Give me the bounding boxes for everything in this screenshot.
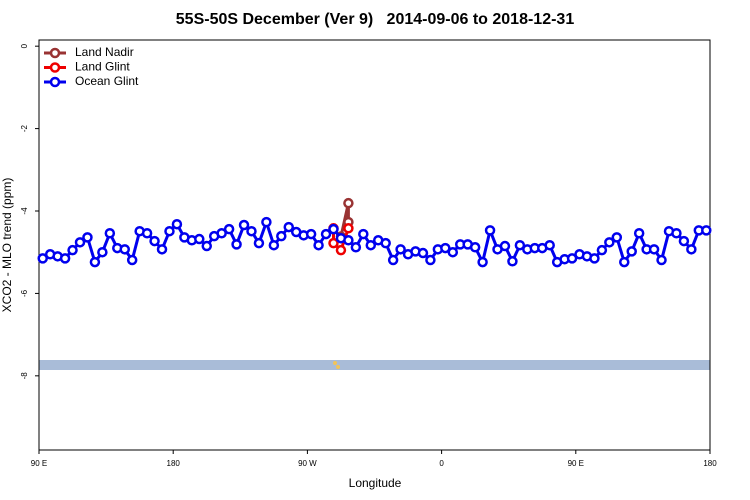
point <box>141 228 153 239</box>
point <box>589 253 600 264</box>
point <box>67 244 78 256</box>
point <box>544 239 555 251</box>
point <box>566 253 578 264</box>
point <box>119 244 130 255</box>
point <box>104 228 116 239</box>
point <box>358 228 369 240</box>
point <box>686 244 697 255</box>
y-tick-label: -2 <box>20 124 29 132</box>
point <box>343 197 354 209</box>
x-tick-label: 0 <box>439 459 444 468</box>
y-tick-label: -8 <box>20 372 29 380</box>
chart-title: 55S-50S December (Ver 9) 2014-09-06 to 2… <box>176 11 575 28</box>
point <box>59 253 71 264</box>
legend-label: Land Nadir <box>75 45 134 59</box>
x-tick-label: 180 <box>703 459 717 468</box>
point <box>469 242 481 253</box>
point <box>74 237 86 248</box>
y-axis-label: XCO2 - MLO trend (ppm) <box>0 178 14 313</box>
point <box>194 233 205 245</box>
point <box>701 225 712 236</box>
point <box>149 235 160 247</box>
point <box>216 228 227 239</box>
point <box>380 237 391 249</box>
legend-label: Ocean Glint <box>75 74 139 88</box>
map-band <box>39 360 710 370</box>
point <box>425 254 436 266</box>
point <box>328 223 339 235</box>
point <box>678 235 690 247</box>
point <box>268 239 280 251</box>
legend-marker <box>49 47 61 59</box>
y-tick-label: 0 <box>20 43 29 48</box>
point <box>126 254 138 266</box>
x-tick-label: 90 E <box>568 459 584 468</box>
point <box>343 235 354 246</box>
point <box>596 244 608 256</box>
y-tick-label: -6 <box>20 289 29 297</box>
point <box>514 239 526 251</box>
point <box>276 230 287 242</box>
point <box>97 246 108 258</box>
point <box>484 225 496 236</box>
plot-frame <box>38 39 711 451</box>
point <box>499 240 511 252</box>
point <box>171 218 183 230</box>
point <box>305 228 317 240</box>
x-tick-label: 90 E <box>31 459 47 468</box>
point <box>626 246 637 257</box>
point <box>246 225 257 237</box>
legend-label: Land Glint <box>75 60 130 74</box>
legend-marker <box>49 76 61 88</box>
point <box>611 232 623 243</box>
point <box>37 253 48 264</box>
point <box>604 237 615 248</box>
point <box>648 244 660 255</box>
map-land <box>333 361 337 365</box>
legend-marker <box>49 62 61 73</box>
point <box>201 240 212 252</box>
point <box>417 247 429 259</box>
point <box>89 256 101 268</box>
point <box>164 225 175 237</box>
map-land <box>336 365 340 369</box>
point <box>350 242 362 253</box>
point <box>156 244 168 255</box>
x-tick-label: 90 W <box>298 459 317 468</box>
point <box>223 223 235 235</box>
x-axis-label: Longitude <box>349 476 402 490</box>
point <box>447 246 459 258</box>
point <box>671 228 682 239</box>
point <box>343 223 354 234</box>
point <box>231 239 242 250</box>
point <box>507 256 518 267</box>
point <box>335 244 347 256</box>
point <box>238 219 250 231</box>
x-tick-label: 180 <box>167 459 181 468</box>
point <box>283 221 295 233</box>
point <box>328 237 339 249</box>
point <box>440 242 451 254</box>
point <box>633 228 645 239</box>
point <box>656 254 667 266</box>
point <box>395 244 406 255</box>
point <box>387 254 399 266</box>
point <box>619 256 630 268</box>
point <box>82 232 93 243</box>
point <box>477 256 488 268</box>
point <box>253 237 265 249</box>
point <box>320 228 332 240</box>
y-tick-label: -4 <box>20 207 29 215</box>
point <box>365 239 377 251</box>
point <box>261 216 272 228</box>
point <box>313 239 324 251</box>
